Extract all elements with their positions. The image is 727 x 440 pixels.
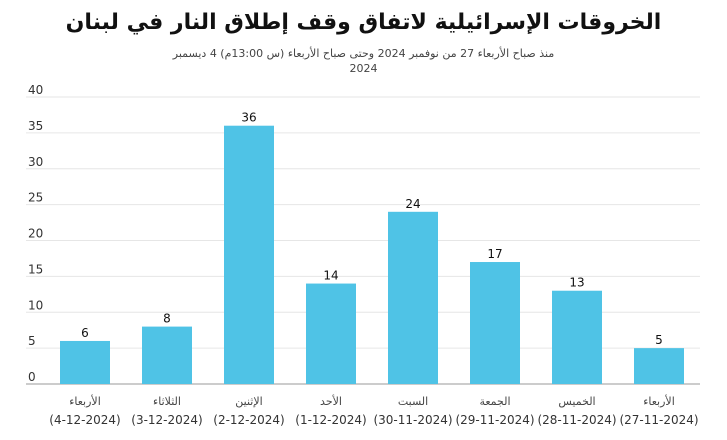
bar	[224, 125, 274, 384]
x-tick-day-label: الإثنين	[235, 395, 262, 408]
x-tick-date-label: (4-12-2024)	[49, 413, 120, 427]
data-label: 6	[81, 326, 89, 340]
y-tick-label: 40	[28, 83, 43, 97]
bar	[634, 348, 684, 384]
x-tick-date-label: (3-12-2024)	[131, 413, 202, 427]
y-tick-label: 35	[28, 119, 43, 133]
data-labels: 6 8 36 14 24 17 13 5	[81, 111, 663, 347]
data-label: 8	[163, 312, 171, 326]
data-label: 13	[569, 276, 584, 290]
bar	[388, 211, 438, 384]
chart-subtitle-year: 2024	[349, 62, 378, 75]
x-tick-day-label: الأحد	[320, 394, 342, 408]
data-label: 5	[655, 333, 663, 347]
x-tick-day-label: الخميس	[558, 395, 595, 408]
bars	[60, 125, 684, 384]
chart-title: الخروقات الإسرائيلية لاتفاق وقف إطلاق ال…	[65, 10, 662, 35]
x-tick-date-label: (28-11-2024)	[537, 413, 616, 427]
x-tick-day-label: السبت	[398, 395, 428, 408]
x-tick-date-label: (29-11-2024)	[455, 413, 534, 427]
x-axis: الأربعاء (4-12-2024) الثلاثاء (3-12-2024) ال…	[49, 394, 698, 427]
y-tick-label: 20	[28, 227, 43, 241]
x-tick-date-label: (30-11-2024)	[373, 413, 452, 427]
y-tick-label: 5	[28, 334, 36, 348]
y-tick-label: 10	[28, 298, 43, 312]
data-label: 17	[487, 247, 502, 261]
bar	[470, 262, 520, 384]
bar	[142, 326, 192, 384]
bar	[60, 340, 110, 384]
bar	[306, 283, 356, 384]
x-tick-day-label: الثلاثاء	[153, 395, 181, 408]
x-tick-day-label: الأربعاء	[643, 394, 675, 408]
bar	[552, 290, 602, 384]
y-tick-label: 30	[28, 155, 43, 169]
y-tick-label: 0	[28, 370, 36, 384]
x-tick-day-label: الجمعة	[479, 395, 510, 408]
chart-subtitle: منذ صباح الأربعاء 27 من نوفمبر 2024 وحتى…	[172, 47, 555, 60]
x-tick-date-label: (27-11-2024)	[619, 413, 698, 427]
data-label: 36	[241, 111, 256, 125]
y-axis: 0 5 10 15 20 25 30 35 40	[28, 83, 43, 384]
x-tick-date-label: (2-12-2024)	[213, 413, 284, 427]
y-tick-label: 15	[28, 262, 43, 276]
data-label: 14	[323, 269, 338, 283]
x-tick-day-label: الأربعاء	[69, 394, 101, 408]
y-tick-label: 25	[28, 191, 43, 205]
data-label: 24	[405, 197, 420, 211]
x-tick-date-label: (1-12-2024)	[295, 413, 366, 427]
